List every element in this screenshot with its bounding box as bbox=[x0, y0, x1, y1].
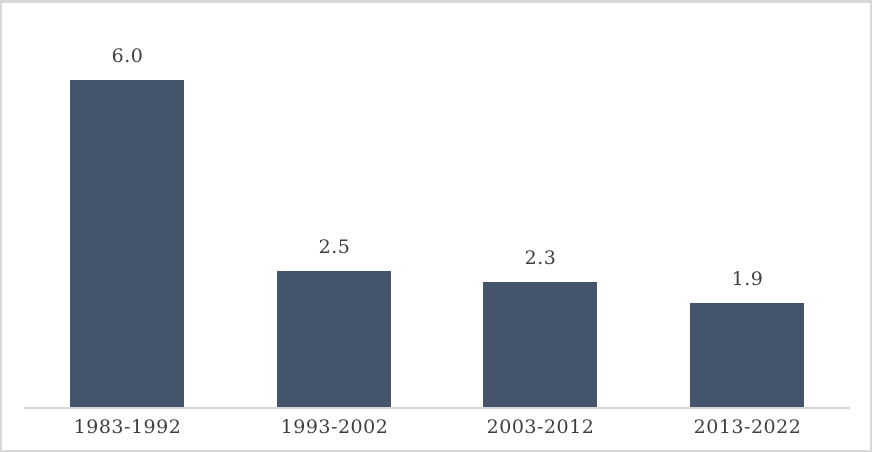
x-axis-tick-label: 2013-2022 bbox=[693, 416, 802, 438]
x-axis-tick-label: 2003-2012 bbox=[486, 416, 595, 438]
bar bbox=[690, 303, 804, 407]
bar-value-label: 2.3 bbox=[524, 247, 557, 269]
bar-value-label: 1.9 bbox=[731, 268, 764, 290]
x-axis-tick-label: 1983-1992 bbox=[73, 416, 182, 438]
plot-area: 6.0 2.5 2.3 1.9 1983-1992 1993-2002 2003-2012… bbox=[2, 3, 870, 450]
x-axis-line bbox=[24, 407, 850, 409]
bar bbox=[483, 282, 597, 407]
bar bbox=[70, 80, 184, 407]
bar-value-label: 6.0 bbox=[111, 45, 144, 67]
bar bbox=[277, 271, 391, 407]
bar-value-label: 2.5 bbox=[318, 236, 351, 258]
x-axis-tick-label: 1993-2002 bbox=[280, 416, 389, 438]
